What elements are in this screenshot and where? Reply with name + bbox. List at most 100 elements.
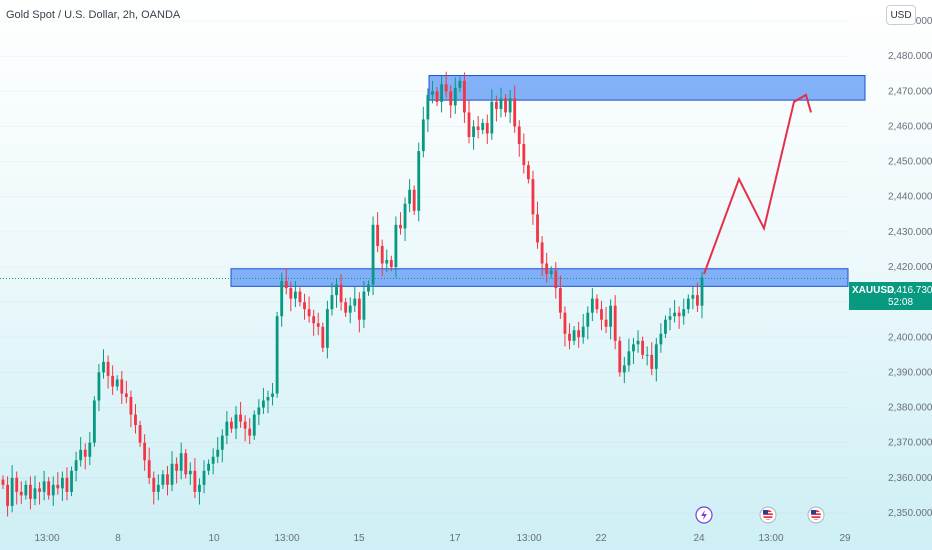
candle (266, 390, 270, 414)
candle (193, 458, 197, 499)
candle (572, 326, 576, 346)
candle (549, 266, 553, 279)
candle (604, 307, 608, 334)
candle (243, 415, 247, 442)
candle (517, 120, 521, 157)
candle (618, 336, 622, 377)
us-flag-icon[interactable] (759, 506, 777, 524)
candle (449, 85, 453, 119)
candle (399, 212, 402, 235)
candle (60, 471, 64, 502)
candle (691, 286, 695, 310)
candle (220, 429, 224, 463)
candle (641, 336, 645, 360)
candle (700, 271, 704, 319)
y-tick-label: 2,380.000 (888, 403, 932, 414)
candle (147, 447, 151, 485)
candles (1, 71, 704, 517)
x-tick-label: 8 (115, 533, 121, 544)
x-axis[interactable]: 13:00 8 10 13:00 15 17 13:00 22 24 13:00 29 (34, 533, 851, 544)
candle (79, 437, 83, 467)
candle (230, 417, 233, 433)
candle (239, 401, 242, 428)
candle (408, 179, 412, 213)
y-tick-label: 2,430.000 (888, 227, 932, 238)
candle (335, 278, 338, 308)
bar-countdown: 52:08 (888, 297, 914, 308)
candle (412, 185, 416, 216)
candle (586, 306, 590, 340)
candle (248, 418, 252, 445)
candle (198, 478, 201, 505)
lightning-icon[interactable] (695, 506, 713, 524)
candle (348, 297, 352, 324)
candle (664, 315, 667, 338)
support-zone[interactable] (230, 268, 849, 287)
candle (280, 272, 284, 327)
candle (389, 255, 393, 272)
candle (357, 292, 361, 333)
chart-title: Gold Spot / U.S. Dollar, 2h, OANDA (6, 9, 181, 21)
candle (645, 346, 649, 366)
candle (38, 482, 41, 505)
candle (380, 239, 384, 277)
candle (325, 300, 329, 359)
candle (65, 467, 69, 501)
symbol-label: XAUUSD (852, 285, 895, 296)
candle (394, 216, 398, 278)
y-tick-label: 2,370.000 (888, 438, 932, 449)
candle (499, 87, 503, 118)
candle (590, 288, 594, 322)
forecast-arrow[interactable] (703, 93, 807, 275)
candle (284, 268, 288, 295)
candle (545, 252, 549, 283)
candle (344, 297, 348, 317)
candle (161, 470, 165, 490)
candle (659, 323, 663, 353)
candle (444, 71, 448, 98)
candle (490, 89, 494, 140)
x-tick-label: 22 (595, 533, 607, 544)
candle (522, 133, 526, 174)
last-price-value: 2,416.730 (888, 285, 932, 296)
candle (558, 275, 562, 320)
candle (207, 459, 211, 476)
candle (129, 390, 133, 428)
candle (106, 355, 110, 389)
candle (289, 281, 293, 312)
candle (376, 212, 380, 253)
candle (202, 460, 206, 494)
candle (622, 356, 626, 383)
candle (536, 201, 539, 249)
candle (440, 75, 444, 113)
candle (316, 312, 320, 336)
candle (417, 142, 421, 222)
candle (627, 338, 631, 372)
candle (472, 120, 475, 150)
us-flag-icon[interactable] (807, 506, 825, 524)
candle (696, 282, 699, 312)
candle (293, 281, 297, 308)
candle (124, 380, 128, 404)
candle (367, 280, 370, 296)
candle (6, 476, 9, 517)
candle (581, 314, 585, 344)
candle (115, 375, 119, 391)
candle (120, 371, 124, 405)
candle (211, 448, 215, 475)
resistance-zone[interactable] (428, 75, 866, 101)
last-price-label: XAUUSD 2,416.730 52:08 (849, 282, 932, 310)
candle (33, 475, 37, 506)
zones (230, 75, 866, 287)
currency-button[interactable]: USD (886, 5, 916, 25)
y-axis[interactable]: 2,350.000 2,360.000 2,370.000 2,380.000 2,39… (888, 16, 932, 519)
candle (330, 282, 334, 316)
candle (668, 307, 672, 331)
y-tick-label: 2,360.000 (888, 473, 932, 484)
candle (632, 337, 635, 364)
x-tick-label: 24 (693, 533, 705, 544)
candle (540, 236, 544, 277)
candle (362, 281, 366, 329)
